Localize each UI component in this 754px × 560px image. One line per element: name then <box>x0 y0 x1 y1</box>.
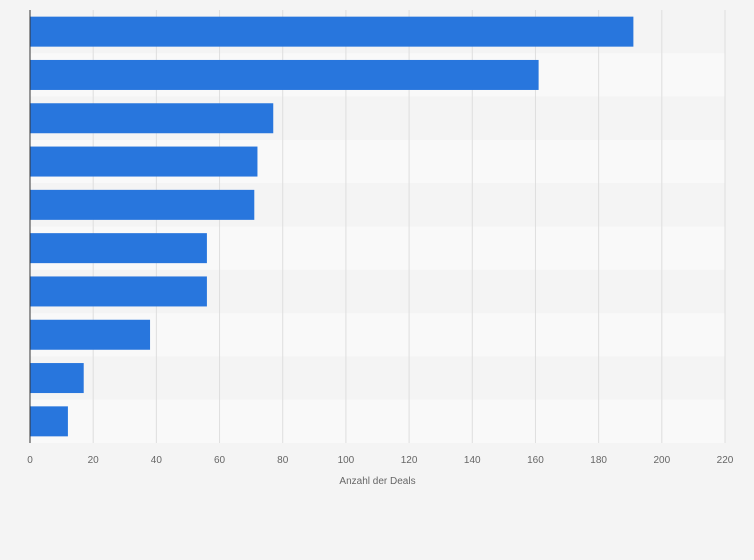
x-tick-label: 20 <box>88 455 100 466</box>
x-tick-label: 60 <box>214 455 226 466</box>
bar <box>30 146 258 177</box>
x-axis-title: Anzahl der Deals <box>339 476 415 487</box>
bar <box>30 16 634 47</box>
bar <box>30 406 68 437</box>
bar <box>30 319 151 350</box>
bar <box>30 233 207 264</box>
x-tick-labels: 0 20 40 60 80 100 120 140 160 180 200 220 <box>27 455 734 466</box>
bar <box>30 189 255 220</box>
x-tick-label: 100 <box>338 455 355 466</box>
x-tick-label: 180 <box>590 455 607 466</box>
bar <box>30 103 274 134</box>
x-tick-label: 160 <box>527 455 544 466</box>
x-tick-label: 0 <box>27 455 33 466</box>
x-tick-label: 220 <box>717 455 734 466</box>
bars <box>30 16 634 437</box>
row-band <box>30 399 725 443</box>
bar <box>30 59 539 90</box>
x-tick-label: 140 <box>464 455 481 466</box>
bar <box>30 363 84 394</box>
x-tick-label: 200 <box>653 455 670 466</box>
x-tick-label: 40 <box>151 455 163 466</box>
x-tick-label: 80 <box>277 455 289 466</box>
row-band <box>30 356 725 400</box>
bar <box>30 276 207 307</box>
x-tick-label: 120 <box>401 455 418 466</box>
